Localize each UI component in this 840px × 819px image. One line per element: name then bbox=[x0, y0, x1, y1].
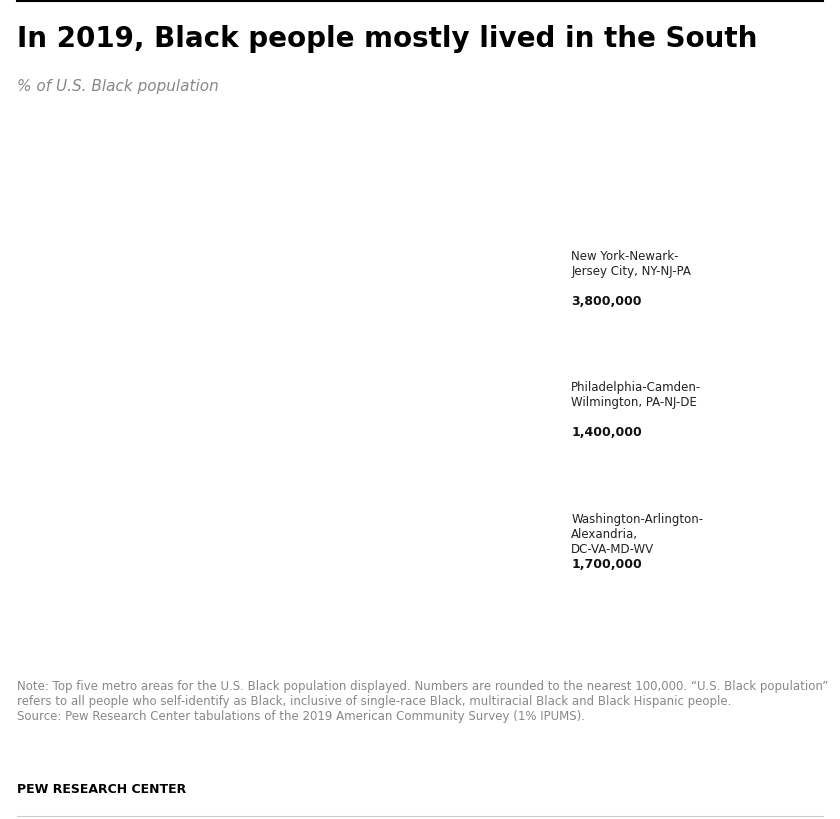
Text: % of U.S. Black population: % of U.S. Black population bbox=[17, 79, 218, 93]
Text: In 2019, Black people mostly lived in the South: In 2019, Black people mostly lived in th… bbox=[17, 25, 757, 52]
Text: 3,800,000: 3,800,000 bbox=[571, 294, 642, 307]
Text: New York-Newark-
Jersey City, NY-NJ-PA: New York-Newark- Jersey City, NY-NJ-PA bbox=[571, 249, 691, 292]
Text: PEW RESEARCH CENTER: PEW RESEARCH CENTER bbox=[17, 782, 186, 795]
Text: Philadelphia-Camden-
Wilmington, PA-NJ-DE: Philadelphia-Camden- Wilmington, PA-NJ-D… bbox=[571, 381, 701, 423]
Text: 1,400,000: 1,400,000 bbox=[571, 426, 642, 439]
Text: 1,700,000: 1,700,000 bbox=[571, 557, 642, 570]
Text: Note: Top five metro areas for the U.S. Black population displayed. Numbers are : Note: Top five metro areas for the U.S. … bbox=[17, 679, 828, 722]
Text: Washington-Arlington-
Alexandria,
DC-VA-MD-WV: Washington-Arlington- Alexandria, DC-VA-… bbox=[571, 513, 703, 570]
